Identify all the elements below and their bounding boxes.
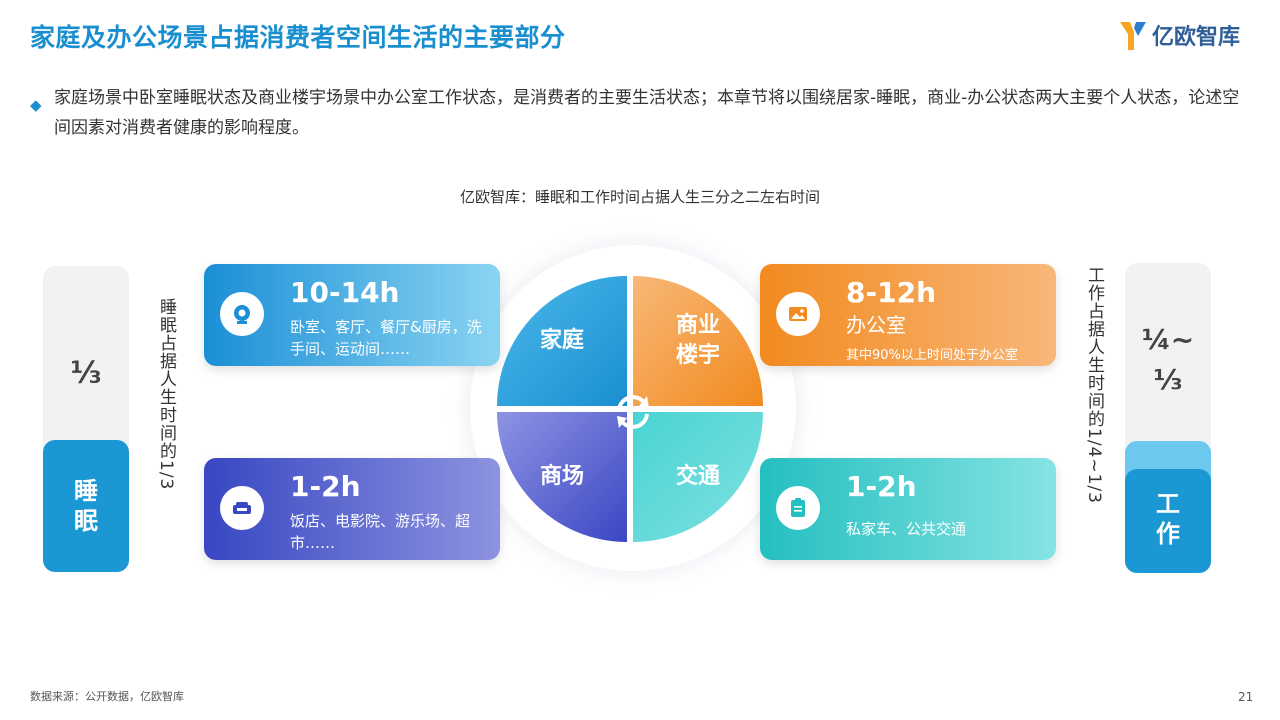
logo-mark-icon bbox=[1120, 22, 1146, 50]
quadrant-business-label: 商业 楼宇 bbox=[675, 313, 720, 368]
sleep-bar-fill: 睡 眠 bbox=[43, 440, 129, 572]
intro-text: 家庭场景中卧室睡眠状态及商业楼宇场景中办公室工作状态，是消费者的主要生活状态；本… bbox=[54, 88, 1240, 138]
work-label-2: 作 bbox=[1156, 520, 1180, 548]
page-title: 家庭及办公场景占据消费者空间生活的主要部分 bbox=[30, 23, 566, 52]
card-home-desc: 卧室、客厅、餐厅&厨房，洗手间、运动间…… bbox=[290, 318, 482, 358]
page-number: 21 bbox=[1238, 690, 1254, 704]
card-office-note: 其中90%以上时间处于办公室 bbox=[846, 348, 1018, 363]
card-traffic-desc: 私家车、公共交通 bbox=[846, 520, 967, 538]
work-fraction-1: ¼~ bbox=[1141, 323, 1195, 356]
diagram-subtitle: 亿欧智库：睡眠和工作时间占据人生三分之二左右时间 bbox=[459, 188, 820, 206]
cycle-arrows-icon bbox=[617, 395, 649, 429]
sleep-label-1: 睡 bbox=[74, 477, 98, 505]
card-office: 8-12h 办公室 其中90%以上时间处于办公室 bbox=[760, 264, 1056, 366]
card-mall-desc: 饭店、电影院、游乐场、超市…… bbox=[290, 512, 471, 552]
sleep-bar: ⅓ 睡 眠 bbox=[43, 266, 129, 572]
clipboard-icon bbox=[776, 486, 820, 530]
logo-text: 亿欧智库 bbox=[1152, 25, 1241, 50]
card-mall: 1-2h 饭店、电影院、游乐场、超市…… bbox=[204, 458, 500, 560]
sleep-side-text: 睡眠占据人生时间的1/3 bbox=[156, 298, 176, 491]
camera-icon bbox=[220, 292, 264, 336]
work-bar-fill: 工 作 bbox=[1125, 469, 1211, 573]
work-bar: ¼~ ⅓ 工 作 bbox=[1125, 263, 1211, 573]
card-home-hours: 10-14h bbox=[290, 276, 400, 309]
diamond-icon: ◆ bbox=[30, 96, 42, 114]
sofa-icon bbox=[220, 486, 264, 530]
card-traffic: 1-2h 私家车、公共交通 bbox=[760, 458, 1056, 560]
work-fraction-2: ⅓ bbox=[1153, 363, 1183, 396]
source-note: 数据来源：公开数据，亿欧智库 bbox=[30, 690, 184, 703]
card-office-hours: 8-12h bbox=[846, 276, 937, 309]
work-side-text: 工作占据人生时间的1/4~1/3 bbox=[1084, 266, 1104, 504]
quadrant-mall-label: 商场 bbox=[539, 464, 584, 489]
sleep-fraction: ⅓ bbox=[70, 356, 102, 391]
work-label-1: 工 bbox=[1156, 490, 1180, 518]
quadrant-business: 商业 楼宇 bbox=[633, 276, 763, 406]
card-traffic-hours: 1-2h bbox=[846, 470, 917, 503]
sleep-label-2: 眠 bbox=[74, 507, 98, 535]
quadrant-traffic-label: 交通 bbox=[675, 464, 720, 489]
logo: 亿欧智库 bbox=[1118, 18, 1240, 52]
image-icon bbox=[776, 292, 820, 336]
intro-bullet: ◆ 家庭场景中卧室睡眠状态及商业楼宇场景中办公室工作状态，是消费者的主要生活状态… bbox=[30, 83, 1254, 143]
card-mall-hours: 1-2h bbox=[290, 470, 361, 503]
card-home: 10-14h 卧室、客厅、餐厅&厨房，洗手间、运动间…… bbox=[204, 264, 500, 366]
quadrant-home-label: 家庭 bbox=[539, 328, 584, 353]
card-office-desc: 办公室 bbox=[846, 313, 906, 337]
